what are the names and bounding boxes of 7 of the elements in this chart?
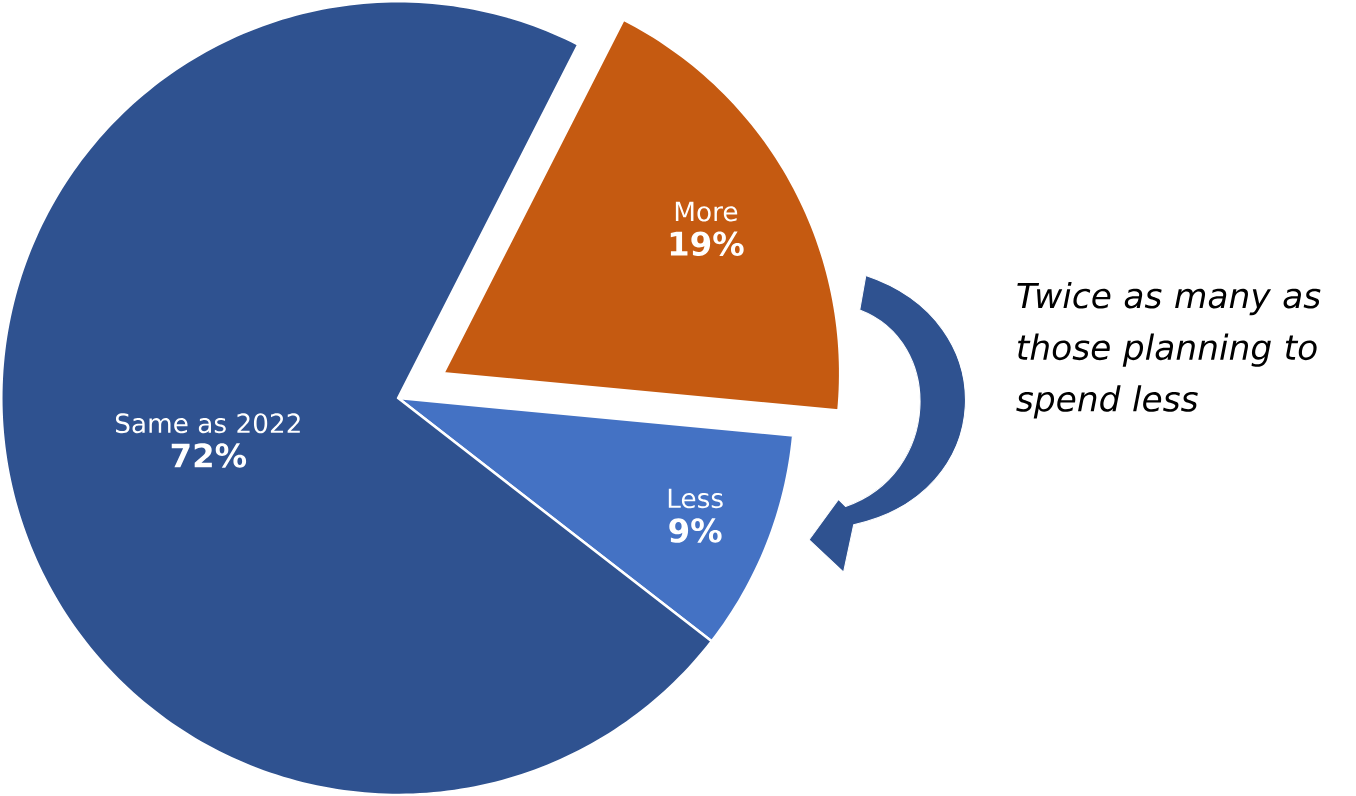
data-label: 72% bbox=[171, 443, 247, 468]
text: Twice as many as those planning to spend less bbox=[1016, 281, 1321, 419]
slice-label: Same as 2022 bbox=[115, 413, 300, 434]
data-label: 19% bbox=[670, 231, 744, 256]
slice-label: More bbox=[675, 201, 738, 222]
slice-label: Less bbox=[668, 488, 723, 509]
data-label: 9% bbox=[669, 518, 722, 543]
